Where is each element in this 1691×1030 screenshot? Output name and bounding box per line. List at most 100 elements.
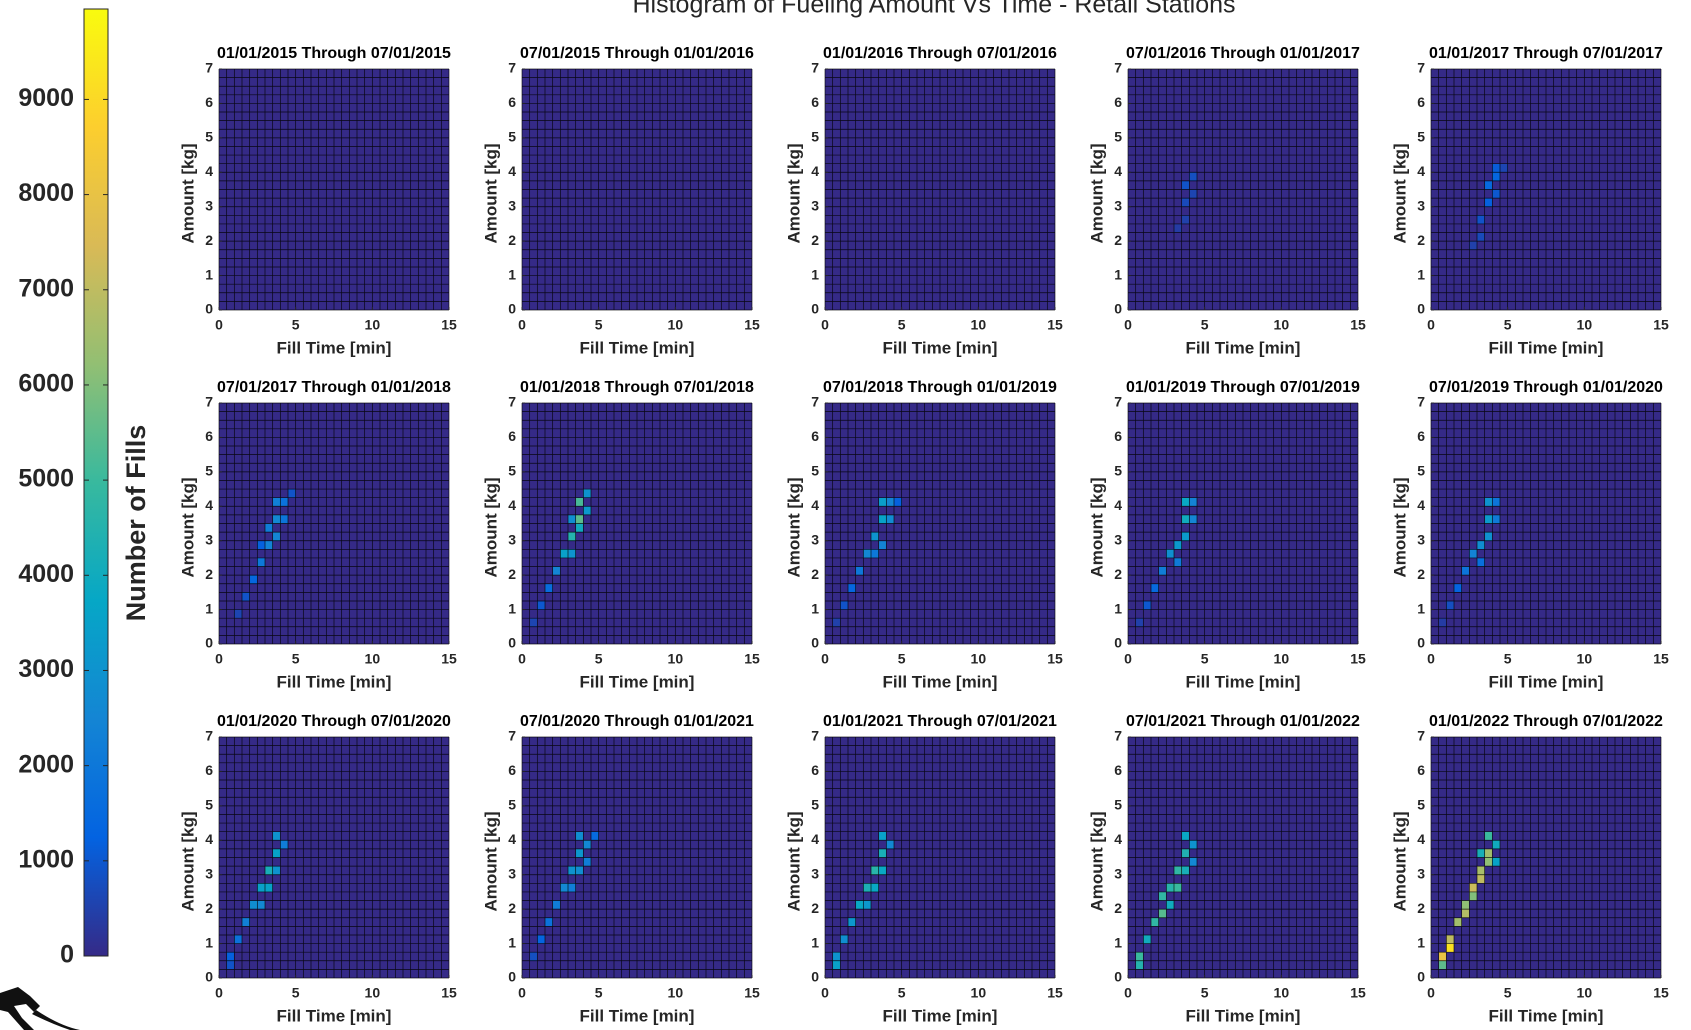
y-tick-label: 1: [205, 600, 213, 616]
y-tick-label: 3: [1114, 531, 1122, 547]
y-tick-label: 3: [508, 865, 516, 881]
y-tick-label: 1: [508, 266, 516, 282]
cell: [1174, 866, 1182, 875]
cell: [226, 952, 235, 961]
x-tick-label: 0: [1427, 317, 1435, 333]
cell: [886, 514, 894, 524]
y-tick-label: 1: [1417, 600, 1425, 616]
panel: 0 5 10 15 0 1 2 3 4 5 6 701/01/2021 Through 07/01/2…: [784, 713, 1063, 1025]
cell: [575, 497, 584, 507]
x-axis-label: Fill Time [min]: [1186, 1006, 1301, 1025]
y-tick-label: 2: [811, 900, 819, 916]
cell: [242, 917, 250, 927]
y-tick-label: 2: [811, 566, 819, 582]
y-tick-label: 4: [508, 497, 516, 513]
y-axis-label: Amount [kg]: [1390, 477, 1409, 577]
cell: [265, 866, 273, 875]
y-axis-label: Amount [kg]: [1390, 143, 1409, 243]
x-tick-label: 10: [971, 985, 987, 1001]
cell: [257, 900, 265, 910]
y-tick-label: 6: [508, 428, 516, 444]
cell: [878, 540, 887, 550]
y-tick-label: 4: [205, 163, 213, 179]
x-tick-label: 0: [215, 317, 223, 333]
colorbar-tick-label: 2000: [18, 750, 74, 778]
x-tick-label: 0: [1427, 651, 1435, 667]
y-tick-label: 4: [1417, 497, 1425, 513]
y-tick-label: 0: [1114, 969, 1122, 985]
panel-title: 01/01/2019 Through 07/01/2019: [1126, 379, 1360, 396]
cell: [1189, 514, 1197, 524]
y-tick-label: 3: [508, 197, 516, 213]
cell: [1492, 189, 1500, 199]
x-axis-label: Fill Time [min]: [580, 1006, 695, 1025]
panel-title: 01/01/2017 Through 07/01/2017: [1429, 45, 1663, 62]
colorbar-tick-label: 4000: [18, 560, 74, 588]
panel-title: 01/01/2018 Through 07/01/2018: [520, 379, 754, 396]
x-tick-label: 0: [821, 985, 829, 1001]
y-tick-label: 5: [811, 463, 819, 479]
x-tick-label: 10: [365, 985, 381, 1001]
y-tick-label: 5: [508, 797, 516, 813]
cell: [1174, 540, 1182, 550]
y-tick-label: 5: [1114, 129, 1122, 145]
x-tick-label: 5: [1201, 317, 1209, 333]
panel-title: 01/01/2015 Through 07/01/2015: [217, 45, 451, 62]
cell: [1484, 857, 1493, 867]
y-tick-label: 3: [205, 197, 213, 213]
cell: [840, 934, 848, 944]
y-tick-label: 4: [1114, 831, 1122, 847]
cell: [1181, 215, 1190, 224]
cell: [280, 514, 288, 524]
y-tick-label: 1: [508, 934, 516, 950]
panel: 0 5 10 15 0 1 2 3 4 5 6 701/01/2020 Through 07/01/2…: [178, 713, 457, 1025]
y-tick-label: 1: [1417, 266, 1425, 282]
panel-title: 01/01/2022 Through 07/01/2022: [1429, 713, 1663, 730]
y-axis-label: Amount [kg]: [481, 477, 500, 577]
y-tick-label: 6: [1417, 428, 1425, 444]
y-tick-label: 3: [811, 865, 819, 881]
cell-edges: [218, 68, 450, 311]
x-tick-label: 0: [1427, 985, 1435, 1001]
cell: [1189, 857, 1197, 867]
x-tick-label: 15: [1047, 651, 1063, 667]
y-tick-label: 2: [205, 900, 213, 916]
x-axis-label: Fill Time [min]: [580, 338, 695, 357]
cell: [886, 497, 894, 507]
cell: [1469, 891, 1477, 901]
cell-edges: [1430, 402, 1662, 645]
cell: [575, 523, 584, 533]
cell: [575, 831, 584, 841]
cell: [1446, 600, 1454, 610]
y-tick-label: 0: [508, 635, 516, 651]
cell: [568, 549, 576, 558]
x-tick-label: 15: [441, 985, 457, 1001]
x-axis-label: Fill Time [min]: [883, 338, 998, 357]
cell-edges: [218, 736, 450, 979]
x-tick-label: 5: [898, 317, 906, 333]
cell-edges: [1127, 402, 1359, 645]
cell: [568, 532, 576, 541]
y-axis-label: Amount [kg]: [784, 811, 803, 911]
cell: [529, 952, 538, 961]
cell: [583, 840, 591, 849]
cell: [1484, 848, 1493, 858]
cell: [1174, 883, 1182, 892]
cell-edges: [1430, 68, 1662, 311]
cell: [560, 883, 568, 892]
x-tick-label: 5: [292, 985, 300, 1001]
cell: [863, 883, 871, 892]
panel-title: 01/01/2021 Through 07/01/2021: [823, 713, 1057, 730]
y-tick-label: 7: [1114, 394, 1122, 410]
y-tick-label: 3: [811, 531, 819, 547]
cell: [894, 497, 902, 507]
cell: [568, 883, 576, 892]
y-tick-label: 3: [1114, 197, 1122, 213]
x-axis-label: Fill Time [min]: [277, 338, 392, 357]
x-tick-label: 5: [292, 317, 300, 333]
y-tick-label: 4: [811, 497, 819, 513]
y-tick-label: 7: [811, 60, 819, 76]
cell: [1454, 583, 1462, 593]
cell: [537, 600, 545, 610]
